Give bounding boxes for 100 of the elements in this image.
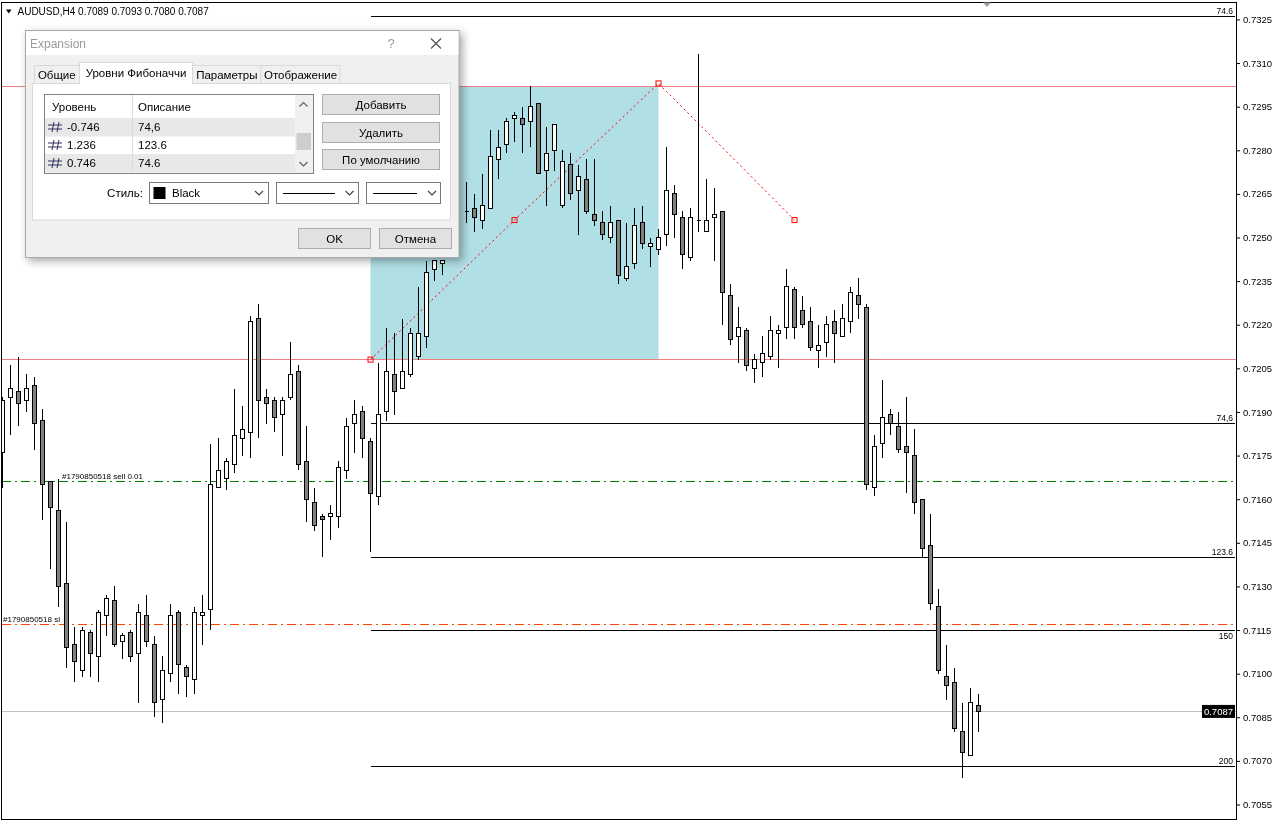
candlestick: [712, 187, 717, 262]
candlestick: [728, 283, 733, 346]
candlestick: [336, 460, 341, 529]
candlestick: [232, 388, 237, 474]
candlestick: [48, 481, 53, 570]
y-tick-label: 0.7145: [1243, 537, 1273, 549]
y-tick-label: 0.7310: [1243, 57, 1273, 69]
y-tick-label: 0.7280: [1243, 144, 1273, 156]
candlestick: [616, 219, 621, 285]
candlestick: [816, 324, 821, 369]
series-label: 74.6: [1216, 6, 1234, 17]
candlestick: [584, 158, 589, 215]
candlestick: [216, 437, 221, 489]
candlestick: [472, 193, 477, 233]
candlestick: [392, 332, 397, 416]
candlestick: [144, 594, 149, 648]
y-tick-label: 0.7055: [1243, 799, 1273, 810]
y-tick-label: 0.7295: [1243, 101, 1273, 113]
candlestick: [352, 399, 357, 454]
point: [791, 217, 798, 224]
candlestick: [320, 513, 325, 558]
candlestick: [128, 629, 133, 663]
candlestick: [296, 364, 301, 471]
candlestick: [520, 106, 525, 154]
candlestick: [744, 327, 749, 372]
candlestick: [512, 111, 517, 143]
y-tick-label: 0.7190: [1243, 406, 1273, 418]
y-tick-label: 0.7070: [1243, 755, 1273, 767]
candlestick: [168, 603, 173, 683]
annotation: Добавить: [355, 98, 407, 111]
y-tick-label: 0.7265: [1243, 188, 1273, 200]
annotation: Уровень: [52, 100, 97, 113]
annotation: 74.6: [138, 157, 161, 169]
candlestick: [112, 585, 117, 648]
annotation: Expansion: [30, 36, 87, 51]
series-label: 123.6: [1211, 546, 1234, 557]
point: [367, 356, 374, 363]
candlestick: [672, 184, 677, 239]
candlestick: [344, 417, 349, 480]
candlestick: [776, 324, 781, 369]
candlestick: [248, 315, 253, 459]
y-tick-label: 0.7160: [1243, 493, 1273, 505]
candlestick: [608, 205, 613, 244]
annotation: Отображение: [263, 69, 338, 81]
candlestick: [464, 181, 469, 224]
legend-label: 150: [1218, 631, 1234, 642]
annotation: ?: [387, 36, 395, 51]
candlestick: [680, 210, 685, 270]
candlestick: [720, 210, 725, 326]
candlestick: [944, 644, 949, 701]
candlestick: [184, 664, 189, 698]
candlestick: [88, 629, 93, 678]
candlestick: [552, 123, 557, 172]
annotation: Black: [172, 187, 201, 199]
candlestick: [272, 396, 277, 433]
candlestick: [560, 149, 565, 209]
candlestick: [640, 205, 645, 250]
legend-label: 74,6: [1216, 413, 1234, 424]
candlestick: [120, 632, 125, 660]
candlestick: [136, 603, 141, 704]
candlestick: [192, 606, 197, 695]
candlestick: [256, 303, 261, 439]
candlestick: [264, 388, 269, 425]
candlestick: [32, 376, 37, 451]
y-tick-label: 0.7130: [1243, 580, 1273, 592]
y-tick-label: 0.7235: [1243, 275, 1273, 287]
y-tick-label: 0.7220: [1243, 319, 1273, 331]
annotation: Удалить: [359, 126, 403, 139]
annotation: 74,6: [138, 121, 161, 133]
candlestick: [856, 277, 861, 320]
annotation: -0.746: [67, 121, 100, 133]
candlestick: [424, 260, 429, 349]
candlestick: [952, 667, 957, 733]
candlestick: [544, 126, 549, 207]
ref-line-label: #1790850518 sl: [3, 614, 61, 624]
y-tick-label: 0.7325: [1243, 13, 1273, 25]
candlestick: [824, 315, 829, 358]
candlestick: [528, 85, 533, 148]
candlestick: [736, 306, 741, 364]
candlestick: [624, 222, 629, 282]
candlestick: [768, 315, 773, 361]
candlestick: [760, 335, 765, 378]
legend-label: 200: [1218, 756, 1234, 767]
candlestick: [648, 237, 653, 268]
candlestick: [840, 303, 845, 337]
candlestick: [968, 687, 973, 756]
annotation: Параметры: [196, 69, 258, 81]
candlestick: [240, 405, 245, 457]
candlestick: [792, 286, 797, 340]
candlestick: [600, 210, 605, 241]
y-tick-label: 0.7175: [1243, 450, 1273, 462]
candlestick: [8, 364, 13, 436]
candlestick: [312, 487, 317, 532]
candlestick: [752, 353, 757, 384]
candlestick: [360, 405, 365, 459]
candlestick: [872, 434, 877, 497]
candlestick: [224, 457, 229, 491]
chart-title: AUDUSD,H4 0.7089 0.7093 0.7080 0.7087: [17, 6, 210, 18]
candlestick: [328, 504, 333, 541]
candlestick: [304, 425, 309, 523]
